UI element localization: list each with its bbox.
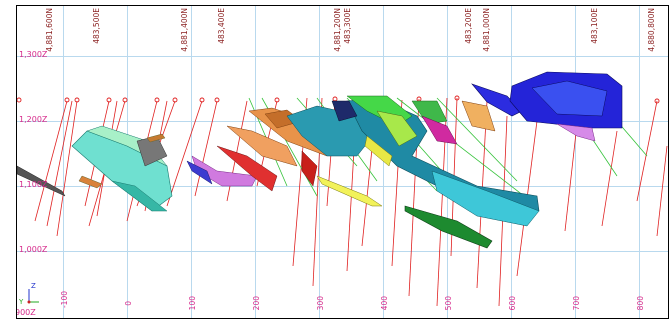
bottom-tick-8: 700 [572, 296, 581, 311]
grid-line-v1 [63, 6, 64, 318]
grid-line-v10 [639, 6, 640, 318]
coord-label-9: 4,880,800N [647, 8, 656, 52]
elevation-label-1200z: 1,200Z [19, 115, 48, 124]
bottom-tick-3: 200 [252, 296, 261, 311]
coord-label-6: 483,200E [464, 8, 473, 44]
geology-scene [17, 71, 668, 307]
bottom-tick-2: 100 [188, 296, 197, 311]
coord-label-4: 4,881,200N [333, 8, 342, 52]
grid-line-v8 [511, 6, 512, 318]
elevation-label-900z: 900Z [16, 308, 36, 317]
grid-line-v6 [383, 6, 384, 318]
coord-label-5: 483,300E [343, 8, 352, 44]
grid-line-v9 [575, 6, 576, 318]
elevation-label-1300z: 1,300Z [19, 50, 48, 59]
grid-line-v5 [319, 6, 320, 318]
coord-label-7: 4,881,000N [482, 8, 491, 52]
elevation-label-1000z: 1,000Z [19, 245, 48, 254]
bottom-tick-0: -100 [60, 291, 69, 309]
bottom-tick-7: 600 [508, 296, 517, 311]
bottom-tick-1: 0 [124, 301, 133, 306]
bottom-tick-5: 400 [380, 296, 389, 311]
coord-label-2: 4,881,400N [180, 8, 189, 52]
coord-label-1: 483,500E [92, 8, 101, 44]
bottom-tick-4: 300 [316, 296, 325, 311]
elevation-label-1100z: 1,100Z [19, 180, 48, 189]
grid-line-1000z [17, 251, 668, 252]
ore-body-solids [17, 71, 623, 249]
bottom-tick-6: 500 [444, 296, 453, 311]
coord-label-8: 483,100E [590, 8, 599, 44]
section-view-frame: 1,300Z 1,200Z 1,100Z 1,000Z 900Z 4,881,6… [16, 5, 669, 319]
coord-label-0: 4,881,600N [45, 8, 54, 52]
coord-label-3: 483,400E [217, 8, 226, 44]
axis-triad-y-label: Y [19, 298, 24, 306]
grid-line-v7 [447, 6, 448, 318]
axis-triad [27, 289, 39, 304]
grid-line-v3 [191, 6, 192, 318]
bottom-tick-9: 800 [636, 296, 645, 311]
grid-line-1300z [17, 56, 668, 57]
axis-triad-z-label: Z [31, 282, 36, 290]
